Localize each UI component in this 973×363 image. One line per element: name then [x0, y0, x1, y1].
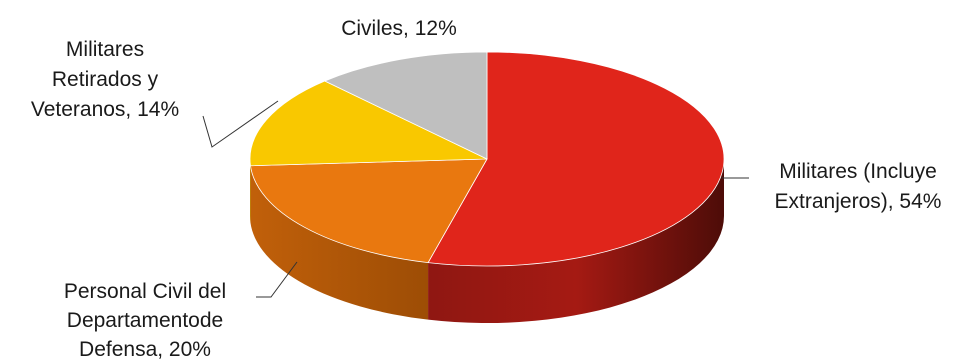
data-label-personal-civil-del: Personal Civil del Departamentode Defensa,…: [64, 280, 226, 361]
pie-slice-militares-incluye: [427, 51, 725, 267]
pie-slice-militares: [249, 80, 488, 167]
pie-tops: [249, 51, 725, 267]
leader-line-personal-civil-del: [256, 261, 298, 298]
leader-lines: [202, 100, 749, 298]
data-label-militares: Militares Retirados y Veteranos, 14%: [31, 38, 179, 121]
leader-line-militares: [202, 100, 279, 148]
pie-side-militares-incluye: [428, 159, 724, 323]
pie-slice-civiles-12: [323, 51, 488, 160]
pie-slice-personal-civil-del: [250, 158, 488, 264]
data-label-civiles-12: Civiles, 12%: [341, 17, 457, 40]
slice-labels: Militares (Incluye Extranjeros), 54% Perso…: [31, 17, 942, 361]
data-label-militares-incluye: Militares (Incluye Extranjeros), 54%: [775, 160, 942, 213]
